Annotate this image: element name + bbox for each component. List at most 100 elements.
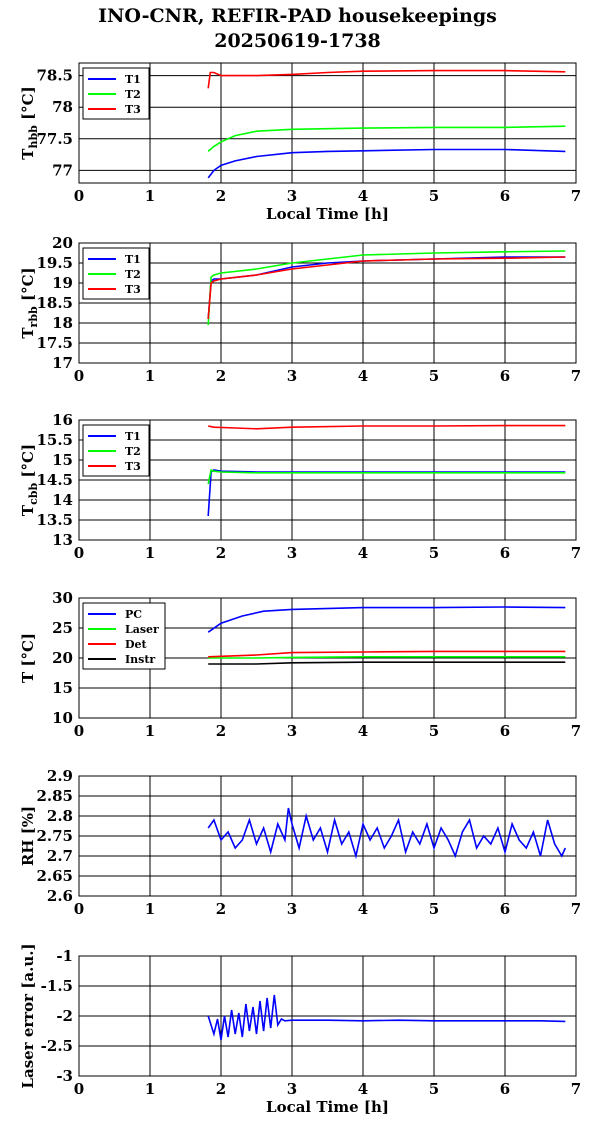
series-line-laser [208, 655, 566, 659]
series-line-t1 [207, 148, 566, 179]
x-tick-label: 7 [571, 187, 581, 205]
y-tick-label: 20 [52, 234, 73, 252]
x-tick-label: 1 [145, 544, 155, 562]
x-tick-label: 6 [500, 367, 510, 385]
y-tick-label: 2.8 [47, 807, 73, 825]
x-tick-label: 5 [429, 367, 439, 385]
legend-label: T1 [125, 430, 141, 443]
y-tick-label: 30 [52, 589, 73, 607]
legend-label: T3 [125, 103, 141, 116]
x-tick-label: 6 [500, 544, 510, 562]
x-tick-label: 4 [358, 900, 368, 918]
legend-label: T3 [125, 460, 141, 473]
x-axis-label: Local Time [h] [266, 205, 389, 223]
chart-title-line2: 20250619-1738 [214, 30, 381, 52]
y-tick-label: 10 [52, 709, 73, 727]
y-tick-label: -1.5 [41, 977, 73, 995]
series-line-t3 [208, 424, 566, 430]
y-tick-label: 77.5 [36, 130, 73, 148]
y-tick-label: 15 [52, 451, 73, 469]
y-tick-label: 14.5 [36, 471, 73, 489]
x-tick-label: 6 [500, 1080, 510, 1098]
x-tick-label: 0 [74, 187, 84, 205]
series-line-instr [208, 661, 566, 665]
x-tick-label: 2 [216, 722, 226, 740]
series-line-det [208, 650, 566, 658]
x-tick-label: 3 [287, 900, 297, 918]
chart-panel-3: 0 1 2 3 4 5 6 7 13 13.5 14 14.5 15 15.5 16 T1 T2 T3 Tcbb [… [19, 411, 581, 562]
chart-panel-2: 0 1 2 3 4 5 6 7 17 17.5 18 18.5 19 19.5 20 T1 T2 T3 Trbb [… [19, 234, 581, 385]
legend-label: T1 [125, 253, 141, 266]
y-axis-label: Trbb [°C] [19, 267, 40, 338]
y-tick-label: 77 [52, 161, 73, 179]
series-line-t2 [207, 125, 566, 153]
chart-panel-4: 0 1 2 3 4 5 6 7 10 15 20 25 30 PC Laser Det Instr T [°C] [19, 589, 581, 740]
y-tick-label: 18 [52, 314, 73, 332]
x-tick-label: 4 [358, 1080, 368, 1098]
x-tick-label: 1 [145, 367, 155, 385]
x-tick-label: 5 [429, 900, 439, 918]
x-tick-label: 1 [145, 187, 155, 205]
x-tick-label: 2 [216, 367, 226, 385]
y-tick-label: -1 [56, 947, 73, 965]
x-tick-label: 5 [429, 722, 439, 740]
x-tick-label: 1 [145, 900, 155, 918]
y-tick-label: -2 [56, 1007, 73, 1025]
x-tick-label: 0 [74, 544, 84, 562]
y-tick-label: 2.85 [36, 787, 73, 805]
x-tick-label: 1 [145, 722, 155, 740]
legend-label: T2 [125, 268, 141, 281]
y-tick-label: 2.65 [36, 867, 73, 885]
x-tick-label: 2 [216, 900, 226, 918]
y-tick-label: 2.7 [47, 847, 73, 865]
y-axis-label: RH [%] [19, 806, 37, 866]
chart-panel-5: 0 1 2 3 4 5 6 7 2.6 2.65 2.7 2.75 2.8 2.85 2.9 RH [%] [19, 767, 581, 918]
x-tick-label: 5 [429, 544, 439, 562]
x-tick-label: 7 [571, 367, 581, 385]
y-axis-label: Thbb [°C] [19, 86, 40, 159]
x-tick-label: 3 [287, 544, 297, 562]
x-tick-label: 4 [358, 544, 368, 562]
x-tick-label: 6 [500, 722, 510, 740]
y-tick-label: 17 [52, 354, 73, 372]
x-tick-label: 2 [216, 187, 226, 205]
y-tick-label: 13.5 [36, 511, 73, 529]
y-tick-label: 15.5 [36, 431, 73, 449]
y-tick-label: 13 [52, 531, 73, 549]
x-tick-label: 2 [216, 1080, 226, 1098]
plot-area [78, 62, 577, 184]
x-tick-label: 4 [358, 187, 368, 205]
x-tick-label: 6 [500, 900, 510, 918]
y-axis-label: Laser error [a.u.] [19, 943, 37, 1088]
y-tick-label: 18.5 [36, 294, 73, 312]
x-axis-label: Local Time [h] [266, 1098, 389, 1116]
x-tick-label: 1 [145, 1080, 155, 1098]
legend-label: T1 [125, 73, 141, 86]
y-tick-label: 2.6 [47, 887, 73, 905]
y-tick-label: 15 [52, 679, 73, 697]
y-tick-label: 78.5 [36, 67, 73, 85]
series-line-data [207, 807, 567, 860]
legend-label: Det [125, 638, 148, 651]
x-tick-label: 3 [287, 1080, 297, 1098]
x-tick-label: 2 [216, 544, 226, 562]
x-tick-label: 5 [429, 1080, 439, 1098]
legend-label: T3 [125, 283, 141, 296]
x-tick-label: 0 [74, 367, 84, 385]
x-tick-label: 0 [74, 1080, 84, 1098]
y-tick-label: 17.5 [36, 334, 73, 352]
legend-label: Instr [125, 653, 155, 666]
series-line-pc [207, 606, 566, 633]
y-tick-label: 16 [52, 411, 73, 429]
series-line-t3 [207, 69, 566, 89]
x-tick-label: 7 [571, 900, 581, 918]
x-tick-label: 4 [358, 722, 368, 740]
legend-label: T2 [125, 88, 141, 101]
y-tick-label: 19 [52, 274, 73, 292]
y-tick-label: -3 [56, 1067, 73, 1085]
x-tick-label: 7 [571, 544, 581, 562]
y-tick-label: 14 [52, 491, 73, 509]
legend-label: T2 [125, 445, 141, 458]
